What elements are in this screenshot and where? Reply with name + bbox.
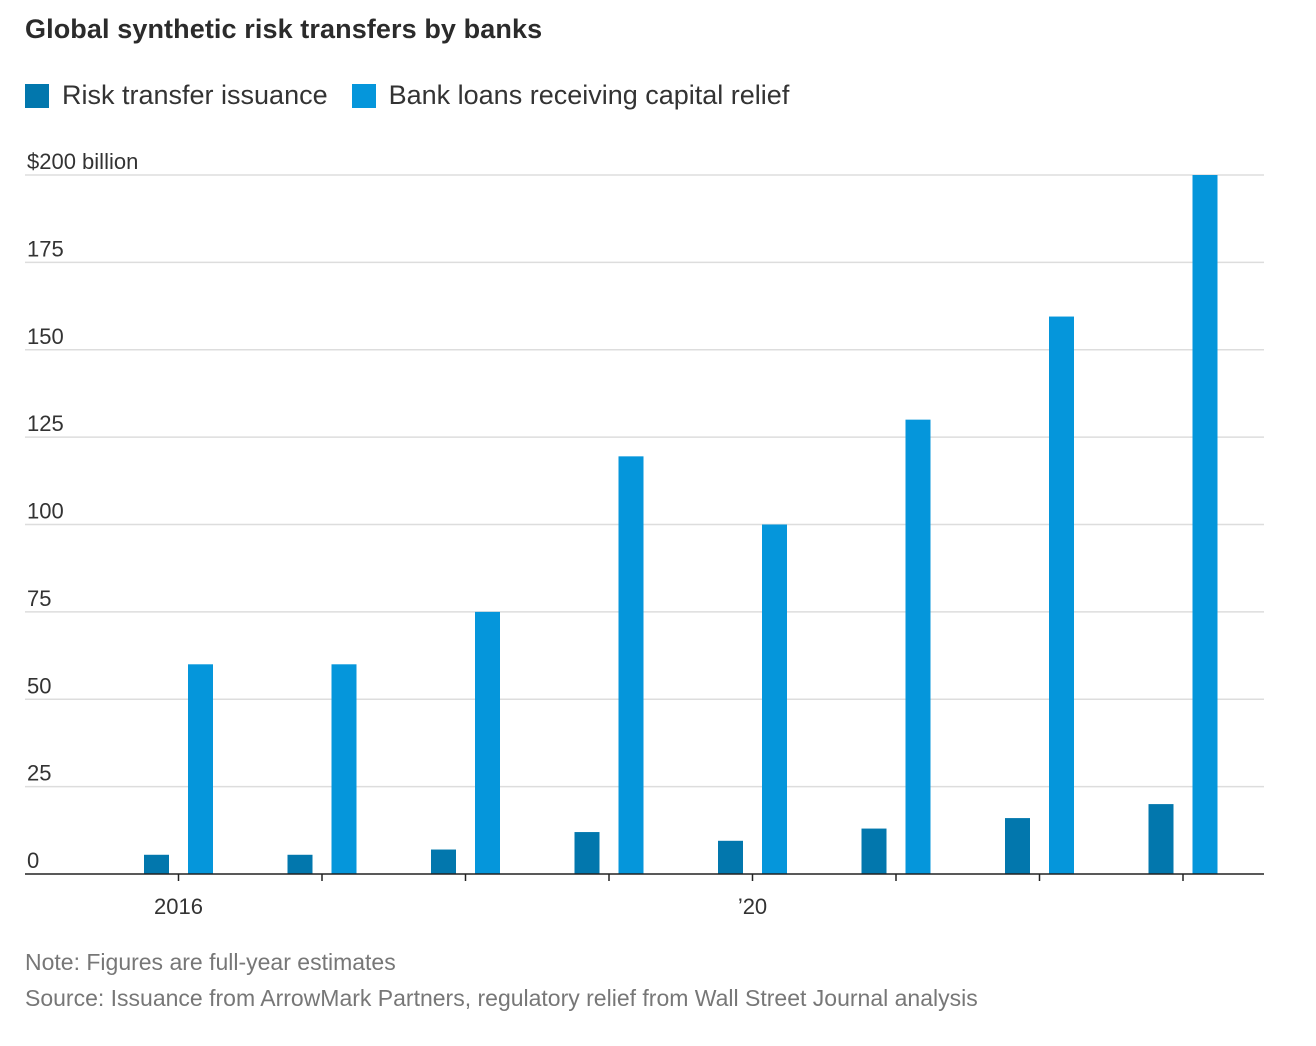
bars <box>144 175 1218 874</box>
bar-capital-relief <box>905 419 931 874</box>
bar-issuance <box>574 832 600 874</box>
y-tick-label: 150 <box>27 324 64 349</box>
bar-capital-relief <box>475 611 500 874</box>
legend-label-capital-relief: Bank loans receiving capital relief <box>388 80 790 110</box>
y-tick-label: 50 <box>27 673 51 698</box>
bar-capital-relief <box>1049 316 1074 874</box>
bar-capital-relief <box>331 664 357 874</box>
y-tick-label: 25 <box>27 761 51 786</box>
bar-chart: 0 25 50 75 100 125 150 175 $200 billion 2016 ’20 <box>25 149 1264 919</box>
legend-item-issuance: Risk transfer issuance <box>25 80 328 111</box>
legend-item-capital-relief: Bank loans receiving capital relief <box>351 80 790 111</box>
legend-swatch-issuance <box>25 83 49 108</box>
bar-issuance <box>431 849 456 874</box>
legend-swatch-capital-relief <box>351 83 376 108</box>
source-text: Source: Issuance from ArrowMark Partners… <box>25 985 978 1011</box>
bar-capital-relief <box>1192 175 1218 874</box>
x-tick-label: ’20 <box>738 894 767 919</box>
bar-issuance <box>861 828 887 874</box>
gridlines <box>25 174 1264 788</box>
bar-capital-relief <box>762 524 787 874</box>
chart-notes: Note: Figures are full-year estimates So… <box>25 944 978 1016</box>
x-tick-label: 2016 <box>154 894 203 919</box>
note-text: Note: Figures are full-year estimates <box>25 949 396 975</box>
bar-issuance <box>287 854 313 874</box>
bar-capital-relief <box>618 456 644 874</box>
y-tick-label: 75 <box>27 586 51 611</box>
bar-capital-relief <box>188 664 213 874</box>
y-tick-label: 125 <box>27 411 64 436</box>
y-tick-label: 0 <box>27 848 39 873</box>
bar-issuance <box>1148 804 1174 874</box>
y-tick-label: 175 <box>27 236 64 261</box>
x-axis: 2016 ’20 <box>25 873 1264 919</box>
y-tick-label: 100 <box>27 499 64 524</box>
y-axis-labels: 0 25 50 75 100 125 150 175 $200 billion <box>27 149 138 873</box>
y-tick-label: $200 billion <box>27 149 138 174</box>
bar-issuance <box>718 840 743 874</box>
bar-issuance <box>144 854 169 874</box>
legend-label-issuance: Risk transfer issuance <box>62 80 328 110</box>
bar-issuance <box>1005 818 1030 874</box>
chart-title: Global synthetic risk transfers by banks <box>25 14 543 44</box>
legend: Risk transfer issuance Bank loans receiv… <box>25 80 813 111</box>
